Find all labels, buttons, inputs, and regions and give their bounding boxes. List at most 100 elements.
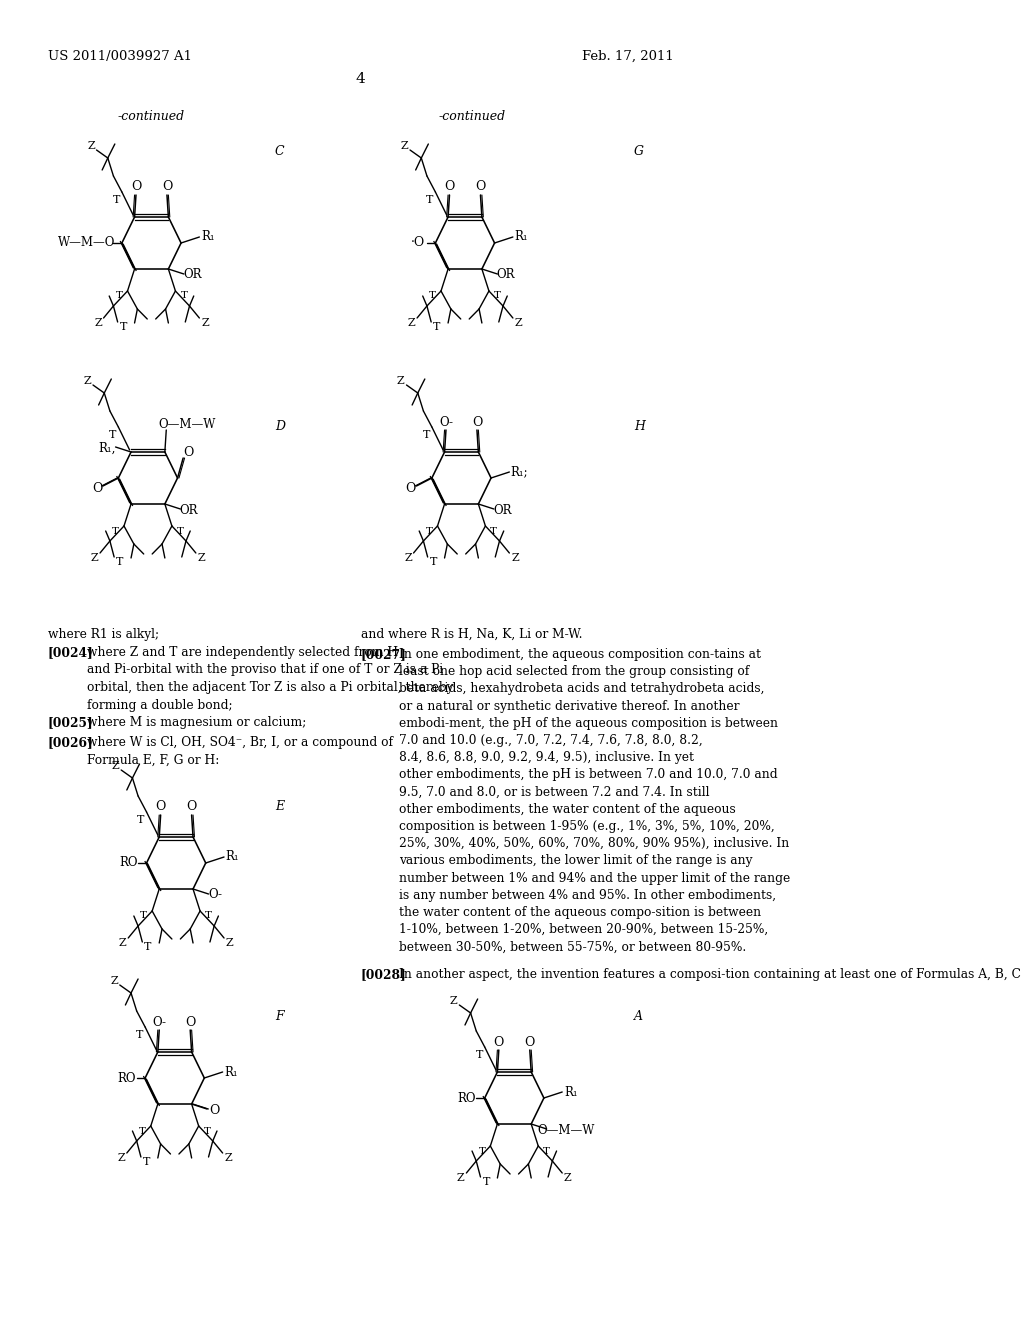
Text: where R1 is alkyl;: where R1 is alkyl;	[48, 628, 159, 642]
Text: where M is magnesium or calcium;: where M is magnesium or calcium;	[87, 715, 306, 729]
Text: T: T	[177, 527, 184, 536]
Text: OR: OR	[494, 503, 512, 516]
Text: T: T	[140, 912, 147, 920]
Text: In one embodiment, the aqueous composition con-tains at
least one hop acid selec: In one embodiment, the aqueous compositi…	[399, 648, 791, 953]
Text: T: T	[429, 292, 436, 301]
Text: Z: Z	[515, 318, 522, 327]
Text: T: T	[116, 557, 124, 568]
Text: T: T	[136, 1030, 143, 1040]
Text: A: A	[634, 1010, 643, 1023]
Text: T: T	[543, 1147, 550, 1155]
Text: -continued: -continued	[118, 110, 185, 123]
Text: R₁: R₁	[201, 231, 215, 243]
Text: O—M—W: O—M—W	[159, 417, 216, 430]
Text: Z: Z	[450, 997, 458, 1006]
Text: T: T	[426, 195, 433, 205]
Text: OR: OR	[179, 503, 198, 516]
Text: RO: RO	[118, 1072, 136, 1085]
Text: O: O	[444, 181, 455, 194]
Text: Feb. 17, 2011: Feb. 17, 2011	[582, 50, 674, 63]
Text: T: T	[475, 1049, 482, 1060]
Text: In another aspect, the invention features a composi-tion containing at least one: In another aspect, the invention feature…	[399, 968, 1024, 981]
Text: Z: Z	[408, 318, 416, 327]
Text: Z: Z	[87, 141, 94, 150]
Text: O—M—W: O—M—W	[538, 1123, 595, 1137]
Text: Z: Z	[400, 141, 409, 150]
Text: O: O	[475, 181, 485, 194]
Text: O-: O-	[209, 888, 222, 902]
Text: T: T	[433, 322, 440, 333]
Text: where W is Cl, OH, SO4⁻, Br, I, or a compound of
Formula E, F, G or H:: where W is Cl, OH, SO4⁻, Br, I, or a com…	[87, 737, 392, 767]
Text: T: T	[430, 557, 437, 568]
Text: where Z and T are independently selected from H
and Pi-orbital with the proviso : where Z and T are independently selected…	[87, 645, 454, 711]
Text: R₁: R₁	[224, 1065, 238, 1078]
Text: Z: Z	[201, 318, 209, 327]
Text: RO: RO	[457, 1092, 475, 1105]
Text: T: T	[482, 1177, 489, 1187]
Text: O: O	[186, 800, 197, 813]
Text: and where R is H, Na, K, Li or M-W.: and where R is H, Na, K, Li or M-W.	[360, 628, 583, 642]
Text: R₁,: R₁,	[98, 441, 116, 454]
Text: T: T	[120, 322, 127, 333]
Text: Z: Z	[94, 318, 101, 327]
Text: -continued: -continued	[438, 110, 506, 123]
Text: T: T	[490, 527, 498, 536]
Text: 4: 4	[355, 73, 366, 86]
Text: T: T	[109, 430, 117, 440]
Text: R₁: R₁	[225, 850, 240, 863]
Text: Z: Z	[111, 975, 118, 986]
Text: [0027]: [0027]	[360, 648, 407, 661]
Text: Z: Z	[511, 553, 519, 564]
Text: O: O	[131, 181, 141, 194]
Text: C: C	[274, 145, 285, 158]
Text: O: O	[92, 482, 102, 495]
Text: T: T	[180, 292, 187, 301]
Text: Z: Z	[84, 376, 91, 385]
Text: T: T	[139, 1126, 145, 1135]
Text: [0025]: [0025]	[48, 715, 93, 729]
Text: R₁: R₁	[514, 231, 528, 243]
Text: T: T	[143, 1158, 151, 1167]
Text: Z: Z	[404, 553, 412, 564]
Text: Z: Z	[119, 939, 126, 948]
Text: O: O	[183, 446, 194, 458]
Text: Z: Z	[198, 553, 205, 564]
Text: O: O	[185, 1015, 196, 1028]
Text: T: T	[423, 430, 430, 440]
Text: W—M—O: W—M—O	[58, 236, 116, 249]
Text: Z: Z	[564, 1173, 571, 1183]
Text: RO: RO	[119, 857, 137, 870]
Text: R₁: R₁	[564, 1085, 578, 1098]
Text: T: T	[116, 292, 123, 301]
Text: Z: Z	[397, 376, 404, 385]
Text: T: T	[204, 1126, 211, 1135]
Text: Z: Z	[118, 1152, 125, 1163]
Text: Z: Z	[224, 1152, 232, 1163]
Text: Z: Z	[226, 939, 233, 948]
Text: T: T	[144, 942, 152, 952]
Text: ·O: ·O	[412, 236, 426, 249]
Text: T: T	[205, 912, 212, 920]
Text: O: O	[524, 1035, 535, 1048]
Text: O: O	[156, 800, 166, 813]
Text: US 2011/0039927 A1: US 2011/0039927 A1	[48, 50, 191, 63]
Text: T: T	[137, 814, 144, 825]
Text: H: H	[634, 420, 645, 433]
Text: T: T	[113, 195, 120, 205]
Text: T: T	[426, 527, 432, 536]
Text: O: O	[406, 482, 416, 495]
Text: G: G	[634, 145, 644, 158]
Text: E: E	[274, 800, 284, 813]
Text: [0028]: [0028]	[360, 968, 407, 981]
Text: [0026]: [0026]	[48, 737, 93, 748]
Text: R₁;: R₁;	[510, 466, 528, 479]
Text: Z: Z	[90, 553, 98, 564]
Text: D: D	[274, 420, 285, 433]
Text: [0024]: [0024]	[48, 645, 93, 659]
Text: OR: OR	[183, 268, 202, 281]
Text: Z: Z	[457, 1173, 465, 1183]
Text: O: O	[209, 1104, 219, 1117]
Text: O: O	[472, 416, 482, 429]
Text: Z: Z	[112, 762, 120, 771]
Text: T: T	[478, 1147, 485, 1155]
